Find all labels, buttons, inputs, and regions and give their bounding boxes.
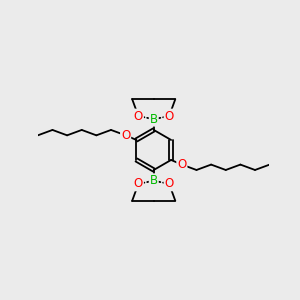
Text: O: O [121, 129, 130, 142]
Text: O: O [134, 177, 143, 190]
Text: B: B [150, 174, 158, 187]
Text: B: B [150, 113, 158, 126]
Text: O: O [177, 158, 187, 171]
Text: O: O [134, 110, 143, 123]
Text: O: O [164, 177, 174, 190]
Text: O: O [164, 110, 174, 123]
